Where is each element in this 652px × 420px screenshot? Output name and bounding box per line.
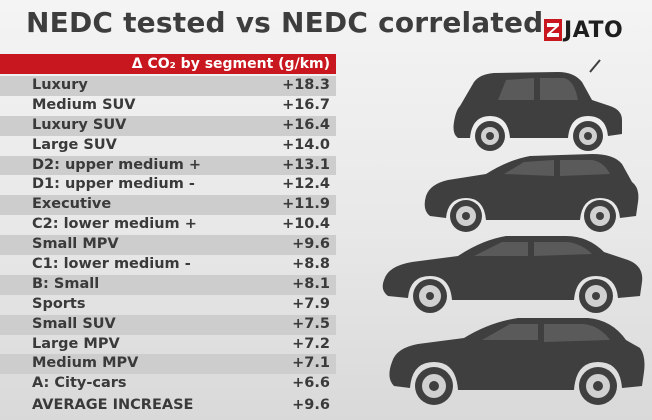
suv-car-icon (389, 318, 645, 405)
table-header: Δ CO₂ by segment (g/km) (0, 54, 336, 74)
segment-label: D1: upper medium - (32, 176, 195, 193)
table-row: B: Small +8.1 (0, 274, 336, 295)
segment-value: +6.6 (292, 375, 330, 392)
segment-label: Medium SUV (32, 96, 136, 113)
jato-logo-icon (544, 19, 562, 41)
segment-value: +12.4 (282, 176, 330, 193)
segment-value: +7.1 (292, 355, 330, 372)
segment-label: Luxury SUV (32, 116, 127, 133)
table-row: Small MPV +9.6 (0, 235, 336, 256)
segment-value: +14.0 (282, 136, 330, 153)
jato-logo: JATO (544, 17, 623, 43)
co2-table: Δ CO₂ by segment (g/km) Luxury +18.3 Mediu… (0, 54, 336, 416)
segment-value: +16.7 (282, 96, 330, 113)
segment-label: Luxury (32, 77, 88, 93)
segment-value: +7.5 (292, 315, 330, 332)
hatchback-car-icon (424, 154, 639, 232)
segment-value: +13.1 (282, 156, 330, 173)
table-row: D1: upper medium - +12.4 (0, 175, 336, 195)
average-row: AVERAGE INCREASE +9.6 (0, 394, 336, 416)
table-row: A: City-cars +6.6 (0, 374, 336, 394)
average-value: +9.6 (292, 397, 330, 414)
segment-value: +10.4 (282, 216, 330, 233)
segment-label: Large MPV (32, 335, 120, 352)
table-row: C1: lower medium - +8.8 (0, 255, 336, 275)
logo-text: JATO (564, 17, 624, 43)
segment-label: Small MPV (32, 236, 119, 253)
table-row: Sports +7.9 (0, 295, 336, 315)
table-row: Medium MPV +7.1 (0, 354, 336, 375)
table-row: Large MPV +7.2 (0, 335, 336, 355)
segment-value: +18.3 (282, 77, 330, 93)
segment-label: A: City-cars (32, 375, 127, 392)
segment-label: Large SUV (32, 136, 117, 153)
table-row: Medium SUV +16.7 (0, 96, 336, 116)
segment-label: Small SUV (32, 315, 116, 332)
page-title: NEDC tested vs NEDC correlated (26, 6, 544, 39)
segment-value: +9.6 (292, 236, 330, 253)
table-row: Small SUV +7.5 (0, 314, 336, 335)
segment-label: B: Small (32, 275, 100, 292)
average-label: AVERAGE INCREASE (32, 397, 194, 414)
table-row: Luxury SUV +16.4 (0, 115, 336, 136)
segment-value: +7.2 (292, 335, 330, 352)
table-row: D2: upper medium + +13.1 (0, 155, 336, 176)
segment-value: +8.1 (292, 275, 330, 292)
segment-value: +7.9 (292, 295, 330, 312)
table-row: Large SUV +14.0 (0, 136, 336, 156)
segment-label: C1: lower medium - (32, 256, 191, 273)
segment-label: D2: upper medium + (32, 156, 202, 173)
table-row: C2: lower medium + +10.4 (0, 215, 336, 235)
segment-label: Sports (32, 295, 86, 312)
table-row: Executive +11.9 (0, 195, 336, 216)
segment-label: Medium MPV (32, 355, 139, 372)
sedan-car-icon (382, 236, 643, 313)
segment-label: C2: lower medium + (32, 216, 197, 233)
table-rows: Luxury +18.3 Medium SUV +16.7 Luxury SUV +16.… (0, 76, 336, 394)
segment-value: +8.8 (292, 256, 330, 273)
car-illustrations (382, 59, 645, 405)
city-car-icon (453, 59, 622, 151)
segment-value: +11.9 (282, 196, 330, 213)
table-row: Luxury +18.3 (0, 76, 336, 96)
segment-label: Executive (32, 196, 112, 213)
segment-value: +16.4 (282, 116, 330, 133)
